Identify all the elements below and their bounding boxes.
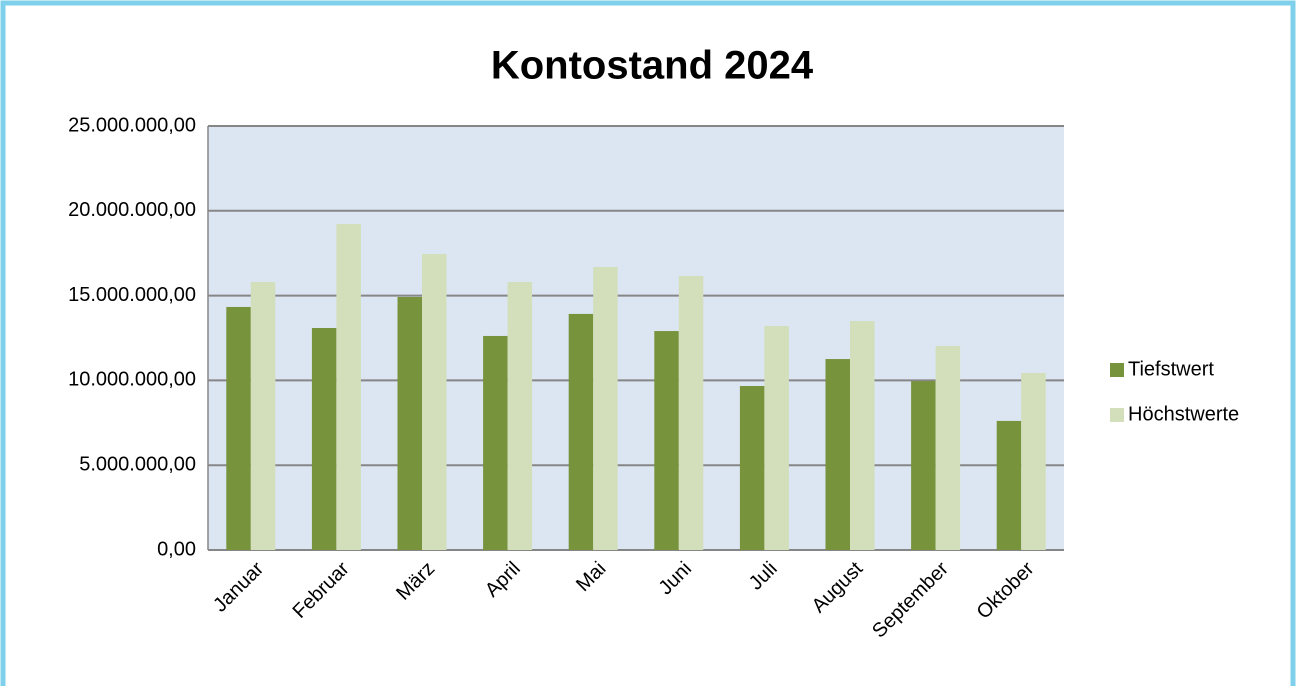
bar xyxy=(1021,372,1046,550)
bar xyxy=(996,420,1022,550)
bar xyxy=(825,359,850,550)
y-tick-label: 10.000.000,00 xyxy=(68,369,196,391)
bar xyxy=(226,306,251,550)
legend-swatch xyxy=(1110,363,1124,377)
bar xyxy=(311,327,337,550)
bar xyxy=(935,345,961,550)
bar xyxy=(250,282,276,550)
legend-swatch xyxy=(1110,408,1124,422)
bar xyxy=(568,313,594,550)
y-tick-label: 5.000.000,00 xyxy=(79,453,196,475)
bar xyxy=(911,381,936,550)
bar xyxy=(678,275,704,550)
bar xyxy=(422,254,447,550)
bar xyxy=(764,325,789,550)
bar xyxy=(507,282,533,550)
bar xyxy=(336,224,361,550)
chart-title: Kontostand 2024 xyxy=(491,44,814,88)
y-tick-label: 25.000.000,00 xyxy=(68,114,196,136)
y-tick-label: 20.000.000,00 xyxy=(68,199,196,221)
bar xyxy=(654,331,679,550)
bar xyxy=(593,266,618,550)
y-tick-label: 0,00 xyxy=(157,538,196,560)
legend-label: Tiefstwert xyxy=(1128,358,1214,380)
bar xyxy=(850,321,875,550)
bar xyxy=(397,296,422,550)
bar xyxy=(483,335,508,550)
y-tick-label: 15.000.000,00 xyxy=(68,284,196,306)
bar xyxy=(739,385,765,550)
legend-label: Höchstwerte xyxy=(1128,403,1239,425)
